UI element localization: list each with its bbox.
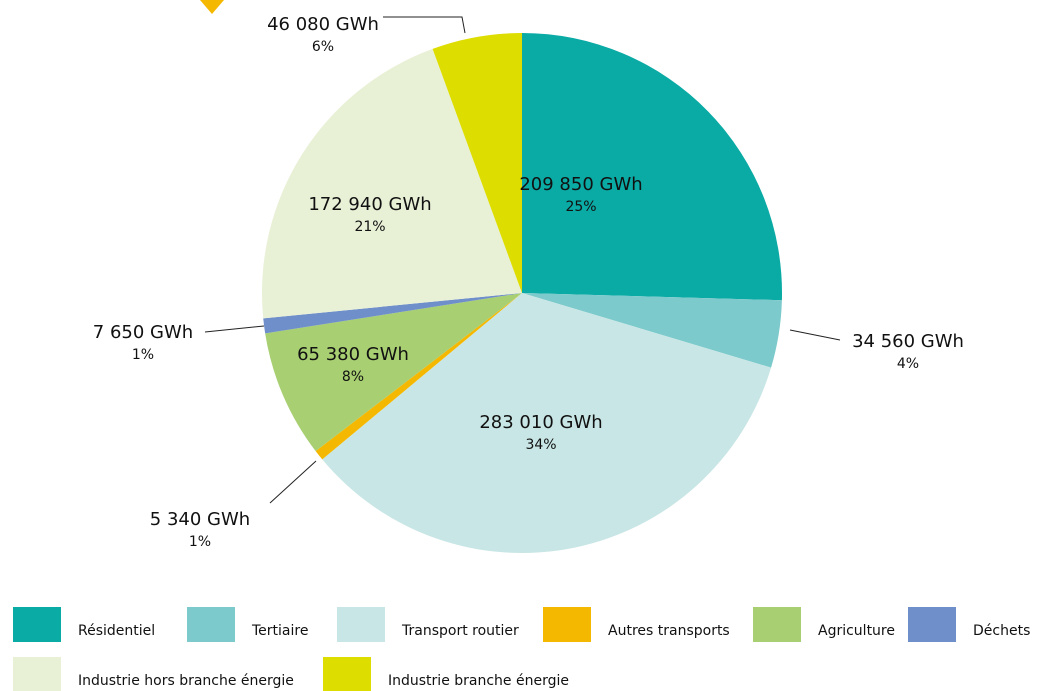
legend-swatch	[337, 607, 385, 642]
legend-label: Industrie branche énergie	[388, 673, 569, 689]
legend-label: Autres transports	[608, 623, 730, 639]
legend-swatch	[13, 607, 61, 642]
value-label: 5 340 GWh	[150, 509, 250, 530]
value-label: 283 010 GWh	[479, 412, 602, 433]
percent-label: 8%	[342, 369, 364, 385]
legend-swatch	[908, 607, 956, 642]
percent-label: 1%	[189, 534, 211, 550]
legend-swatch	[13, 657, 61, 691]
value-label: 209 850 GWh	[519, 174, 642, 195]
legend-swatch	[323, 657, 371, 691]
legend-swatch	[543, 607, 591, 642]
pie-slice	[265, 293, 522, 452]
percent-label: 21%	[354, 219, 385, 235]
value-label: 172 940 GWh	[308, 194, 431, 215]
legend-swatch	[187, 607, 235, 642]
pie-slice	[263, 293, 522, 334]
leader-line	[383, 16, 466, 34]
leader-line	[204, 325, 265, 333]
pie-slice	[262, 48, 522, 319]
value-label: 7 650 GWh	[93, 322, 193, 343]
pie-slice	[322, 293, 772, 553]
legend-label: Tertiaire	[251, 623, 308, 639]
pie-slice	[315, 293, 522, 460]
pie-slice	[522, 293, 782, 368]
percent-label: 34%	[525, 437, 556, 453]
percent-label: 4%	[897, 356, 919, 372]
legend-swatch	[753, 607, 801, 642]
decoration	[200, 0, 224, 14]
legend-label: Agriculture	[818, 623, 895, 639]
leader-line	[269, 460, 317, 504]
percent-label: 25%	[565, 199, 596, 215]
legend-label: Transport routier	[401, 623, 519, 639]
percent-label: 1%	[132, 347, 154, 363]
legend-label: Industrie hors branche énergie	[78, 673, 294, 689]
pie-slice	[432, 33, 522, 293]
percent-label: 6%	[312, 39, 334, 55]
value-label: 65 380 GWh	[297, 344, 409, 365]
legend-label: Résidentiel	[78, 623, 155, 639]
value-label: 46 080 GWh	[267, 14, 379, 35]
legend-label: Déchets	[973, 623, 1030, 639]
leader-line	[789, 329, 841, 341]
pie-slice	[522, 33, 783, 301]
value-label: 34 560 GWh	[852, 331, 964, 352]
